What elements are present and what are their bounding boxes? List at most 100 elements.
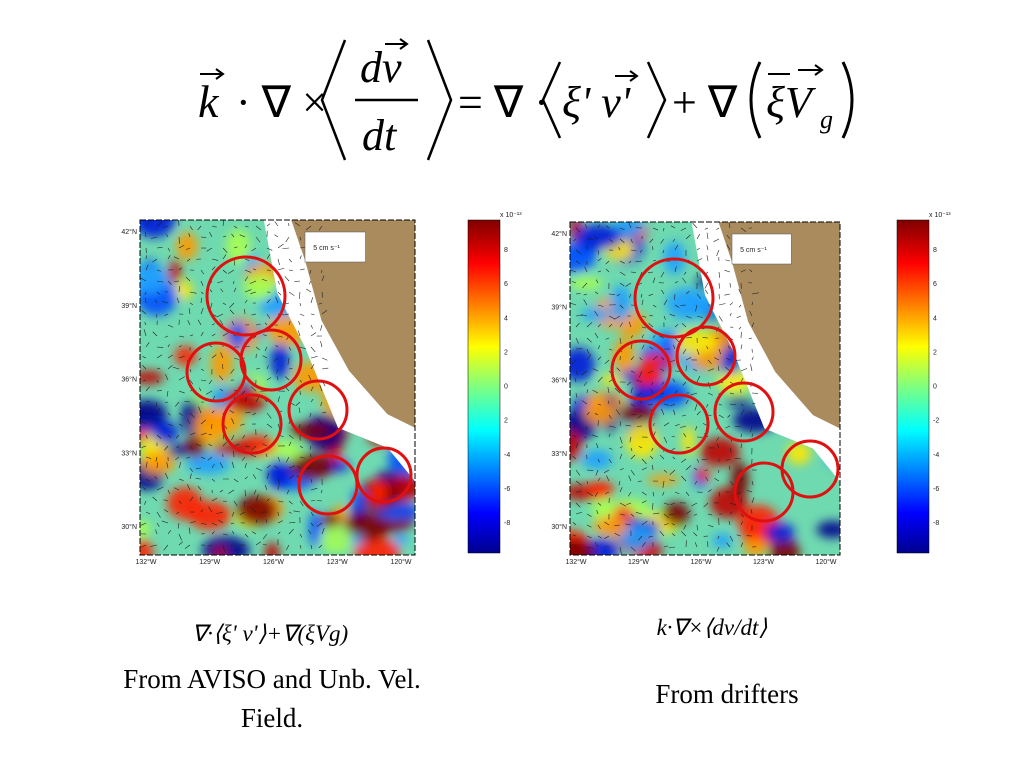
land [718, 222, 840, 429]
velocity-arrow [320, 324, 323, 331]
velocity-arrow [630, 356, 635, 361]
velocity-arrow [156, 390, 162, 392]
lon-label: 126°W [263, 558, 284, 566]
velocity-arrow [167, 324, 174, 328]
velocity-arrow [641, 334, 644, 339]
field-blob [186, 453, 231, 475]
velocity-arrow [178, 356, 185, 359]
velocity-arrow [152, 258, 158, 263]
velocity-arrow [228, 489, 235, 494]
field-blob [175, 232, 198, 261]
velocity-arrow [150, 544, 158, 547]
velocity-arrow [299, 445, 304, 449]
velocity-arrow [751, 356, 754, 361]
velocity-arrow [266, 254, 271, 260]
velocity-arrow [284, 313, 290, 315]
velocity-arrow [594, 291, 599, 295]
velocity-arrow [220, 352, 224, 359]
velocity-arrow [628, 475, 632, 482]
velocity-arrow [178, 345, 182, 348]
velocity-arrow [575, 442, 579, 449]
velocity-arrow [597, 403, 601, 406]
velocity-arrow [718, 271, 720, 278]
velocity-arrow [145, 456, 152, 459]
velocity-arrow [175, 434, 180, 439]
velocity-arrow [751, 402, 756, 405]
velocity-arrow [713, 238, 720, 242]
velocity-arrow [184, 544, 191, 549]
velocity-arrow [310, 478, 313, 483]
velocity-arrow [661, 356, 665, 361]
velocity-arrow [694, 403, 698, 411]
velocity-arrow [310, 500, 316, 502]
velocity-arrow [244, 276, 249, 282]
velocity-arrow [648, 323, 654, 328]
velocity-arrow [608, 293, 615, 295]
velocity-arrow [575, 502, 581, 508]
field-blob [140, 399, 168, 428]
map: 5 cm s⁻¹ [140, 220, 415, 555]
velocity-arrow [628, 260, 632, 264]
velocity-arrow [748, 337, 753, 340]
velocity-arrow [586, 502, 592, 505]
velocity-arrow [178, 533, 182, 541]
velocity-arrow [266, 247, 273, 251]
velocity-arrow [164, 473, 169, 480]
velocity-arrow [659, 335, 665, 339]
lon-label: 120°W [815, 558, 836, 566]
velocity-arrow [597, 535, 602, 539]
velocity-arrow [597, 257, 602, 262]
velocity-arrow [218, 519, 224, 524]
velocity-arrow [608, 425, 616, 428]
velocity-arrow [200, 368, 205, 371]
velocity-arrow [749, 411, 753, 416]
velocity-arrow [164, 335, 169, 338]
velocity-arrow [660, 271, 665, 278]
velocity-arrow [740, 344, 743, 350]
vector-arrow-head [399, 38, 409, 50]
velocity-arrow [211, 522, 218, 526]
velocity-arrow [166, 462, 169, 469]
eq-operator: · ∇ × [236, 78, 327, 127]
velocity-arrow [735, 425, 742, 428]
velocity-arrow [188, 308, 191, 315]
velocity-arrow [619, 513, 625, 516]
velocity-arrow [572, 425, 577, 428]
velocity-arrow [244, 299, 248, 304]
velocity-arrow [298, 320, 301, 326]
velocity-arrow [685, 491, 690, 497]
velocity-arrow [605, 337, 610, 340]
velocity-arrow [619, 546, 622, 554]
velocity-arrow [724, 293, 731, 296]
field-blob [570, 538, 595, 555]
velocity-arrow [156, 247, 163, 249]
colorbar-exponent: x 10⁻¹³ [929, 212, 951, 219]
velocity-arrow [639, 249, 643, 253]
velocity-arrow [242, 434, 246, 439]
velocity-arrow [580, 314, 588, 317]
velocity-arrow [635, 260, 643, 263]
velocity-arrow [266, 377, 272, 381]
velocity-arrow [661, 289, 665, 295]
velocity-arrow [216, 313, 224, 318]
velocity-arrow [241, 390, 246, 395]
velocity-arrow [608, 348, 613, 351]
velocity-arrow [626, 381, 632, 386]
velocity-arrow [586, 480, 589, 485]
velocity-arrow [696, 233, 701, 240]
velocity-arrow [674, 281, 679, 284]
field-blob [226, 229, 251, 264]
velocity-arrow [266, 498, 270, 502]
velocity-arrow [649, 455, 654, 460]
velocity-arrow [264, 346, 268, 352]
field-blob [665, 287, 708, 320]
velocity-arrow [178, 541, 184, 546]
velocity-arrow [729, 480, 734, 486]
velocity-arrow [276, 376, 279, 381]
velocity-arrow [144, 321, 147, 326]
velocity-arrow [178, 478, 184, 481]
velocity-arrow [682, 348, 687, 354]
velocity-arrow [216, 511, 224, 515]
velocity-arrow [219, 388, 224, 392]
velocity-arrow [746, 490, 753, 493]
